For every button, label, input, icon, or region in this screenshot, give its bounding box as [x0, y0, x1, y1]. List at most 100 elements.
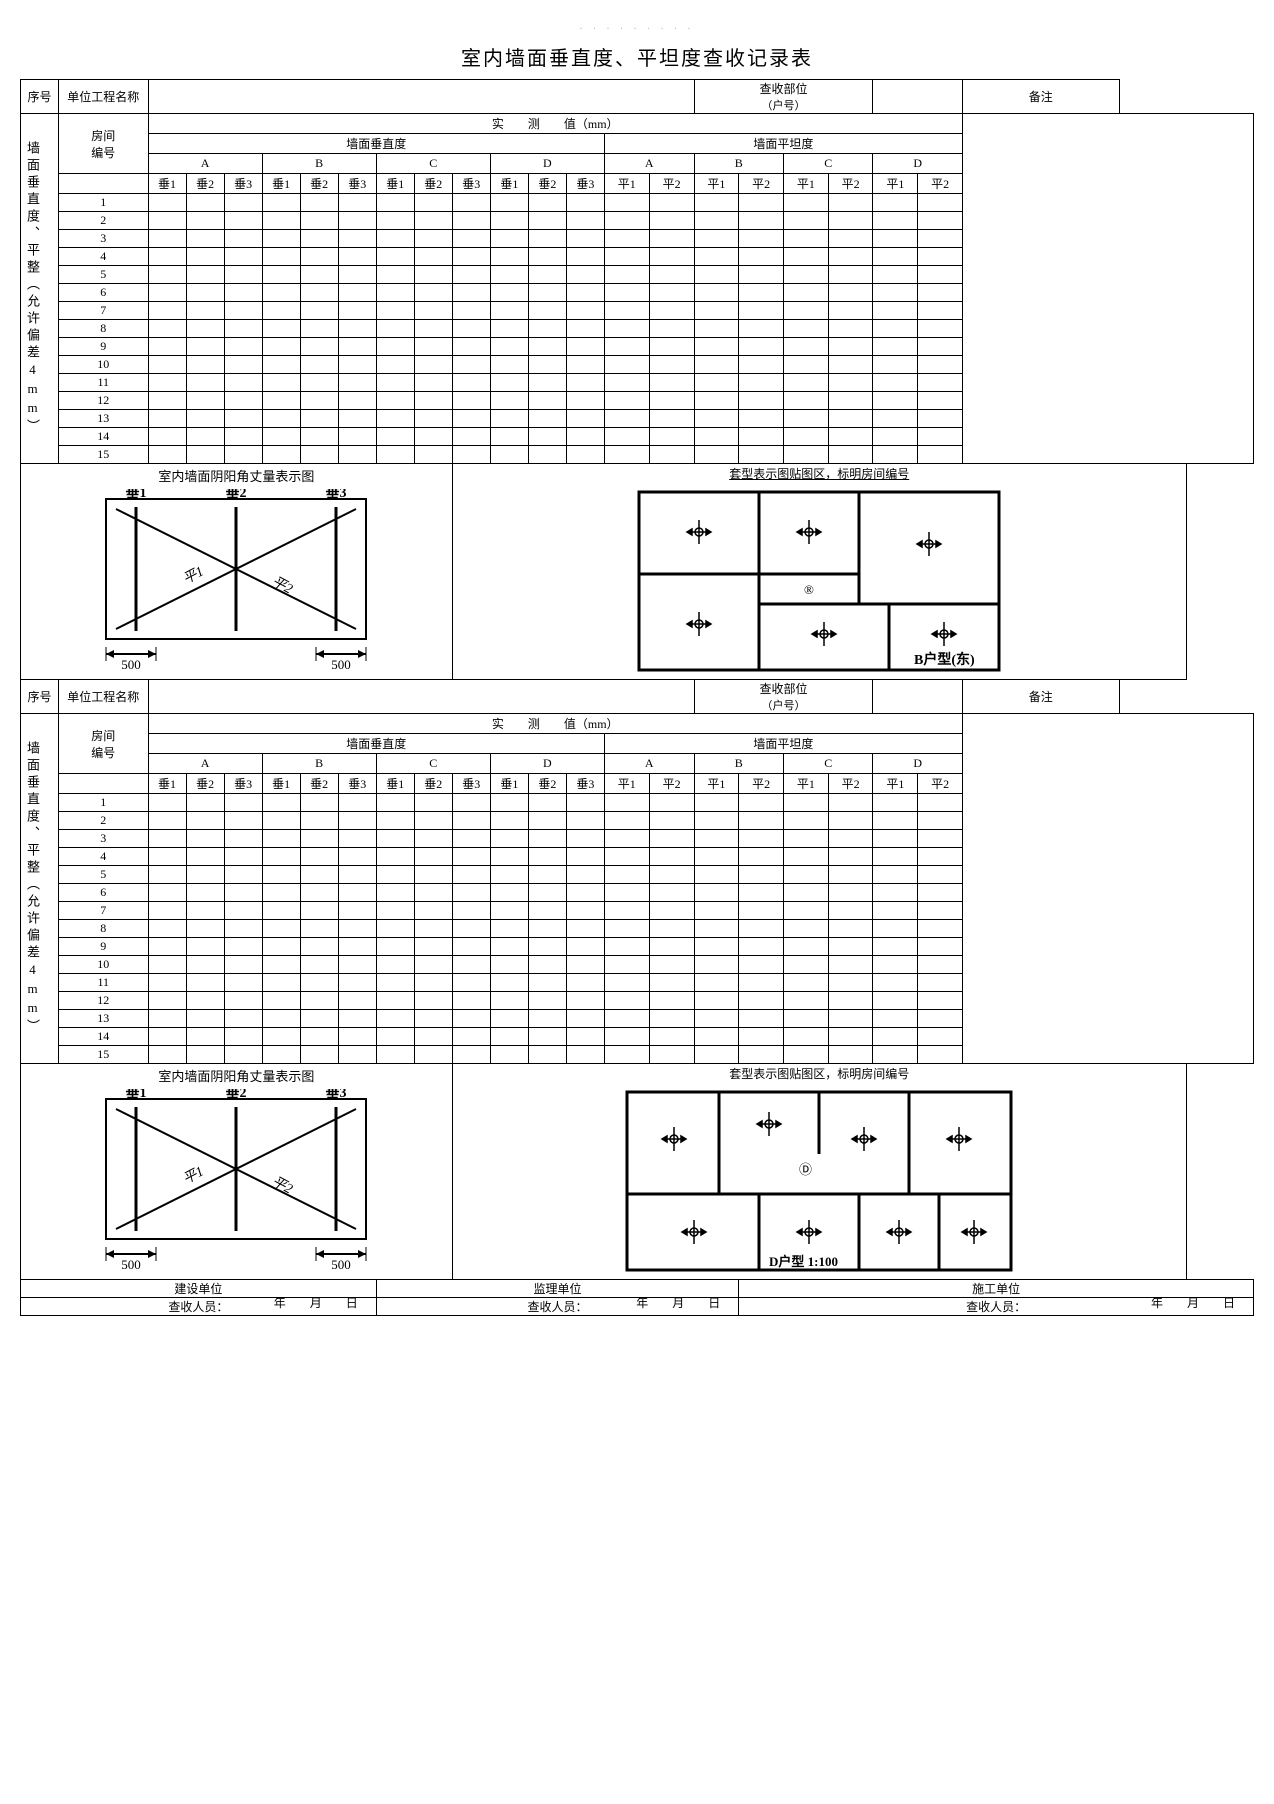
- hdr-project-val-2[interactable]: [148, 680, 694, 714]
- vert-title-2: 墙面垂直度: [148, 734, 604, 754]
- room-label: 房间 编号: [59, 114, 149, 174]
- vert-title: 墙面垂直度: [148, 134, 604, 154]
- sv: 垂2: [300, 174, 338, 194]
- grp: B: [262, 754, 376, 774]
- svg-text:垂1: 垂1: [126, 1089, 147, 1101]
- sv: 垂1: [148, 174, 186, 194]
- sv: 垂2: [414, 174, 452, 194]
- sv: 垂1: [490, 174, 528, 194]
- hdr-seq: 序号: [21, 80, 59, 114]
- grp: B: [694, 754, 783, 774]
- grp-vb: B: [262, 154, 376, 174]
- svg-text:平2: 平2: [270, 1174, 296, 1197]
- diagram-right-2: 套型表示图贴图区，标明房间编号 Ⓓ D户型 1:100: [452, 1064, 1186, 1280]
- floorplan-d-icon: Ⓓ D户型 1:100: [619, 1084, 1019, 1279]
- remark-area-1[interactable]: [962, 114, 1253, 464]
- svg-text:垂2: 垂2: [226, 489, 247, 501]
- sf: 平2: [828, 174, 873, 194]
- svg-text:500: 500: [332, 1257, 352, 1272]
- sv: 垂3: [338, 774, 376, 794]
- diagram-left-2: 室内墙面阴阳角丈量表示图 垂1 垂2 垂3 平1 平2 500 500: [21, 1064, 453, 1280]
- inspection-table: 序号 单位工程名称 查收部位 （户号） 备注 墙面垂直度、平整（允许偏差4mm）…: [20, 79, 1254, 1316]
- sv: 垂1: [376, 174, 414, 194]
- grp-va: A: [148, 154, 262, 174]
- grp-fa: A: [604, 154, 694, 174]
- svg-text:®: ®: [804, 582, 814, 597]
- side-label-2: 墙面垂直度、平整（允许偏差4mm）: [21, 714, 59, 1064]
- flat-title: 墙面平坦度: [604, 134, 962, 154]
- hdr-seq-2: 序号: [21, 680, 59, 714]
- hdr-remark: 备注: [962, 80, 1119, 114]
- grp-fb: B: [694, 154, 783, 174]
- sf: 平1: [694, 774, 739, 794]
- footer-supervisor: 监理单位: [376, 1280, 739, 1298]
- grp-fd: D: [873, 154, 962, 174]
- sf: 平2: [739, 774, 784, 794]
- sv: 垂3: [224, 174, 262, 194]
- sv: 垂2: [528, 174, 566, 194]
- sig-builder[interactable]: 查收人员： 年 月 日: [21, 1298, 377, 1316]
- subhdr-blank: [59, 174, 149, 194]
- grp: D: [490, 754, 604, 774]
- sv: 垂1: [148, 774, 186, 794]
- sv: 垂2: [300, 774, 338, 794]
- sv: 垂1: [376, 774, 414, 794]
- svg-text:平1: 平1: [181, 564, 207, 587]
- grp: D: [873, 754, 962, 774]
- sf: 平1: [783, 174, 828, 194]
- grp-fc: C: [783, 154, 872, 174]
- footer-builder: 建设单位: [21, 1280, 377, 1298]
- sf: 平1: [783, 774, 828, 794]
- sv: 垂3: [224, 774, 262, 794]
- sf: 平1: [694, 174, 739, 194]
- sv: 垂3: [566, 174, 604, 194]
- sv: 垂2: [414, 774, 452, 794]
- grp: C: [376, 754, 490, 774]
- sig-supervisor[interactable]: 查收人员： 年 月 日: [376, 1298, 739, 1316]
- sf: 平2: [918, 774, 963, 794]
- sf: 平2: [649, 174, 694, 194]
- hdr-checkunit-val-2[interactable]: [873, 680, 962, 714]
- footer-contractor: 施工单位: [739, 1280, 1254, 1298]
- sf: 平2: [649, 774, 694, 794]
- page-title: 室内墙面垂直度、平坦度查收记录表: [20, 42, 1254, 71]
- flat-title-2: 墙面平坦度: [604, 734, 962, 754]
- diagram-right-1: 套型表示图贴图区，标明房间编号 ® B户型(东): [452, 464, 1186, 680]
- sf: 平1: [604, 174, 649, 194]
- measure-diagram-icon: 垂1 垂2 垂3 平1 平2 500 500: [86, 1089, 386, 1279]
- sf: 平1: [873, 774, 918, 794]
- sv: 垂2: [528, 774, 566, 794]
- sv: 垂1: [262, 174, 300, 194]
- svg-text:500: 500: [122, 1257, 142, 1272]
- hdr-project-2: 单位工程名称: [59, 680, 149, 714]
- svg-text:垂2: 垂2: [226, 1089, 247, 1101]
- sv: 垂3: [452, 774, 490, 794]
- hdr-remark-2: 备注: [962, 680, 1119, 714]
- grp: C: [783, 754, 872, 774]
- svg-text:500: 500: [332, 657, 352, 672]
- hdr-checkunit: 查收部位 （户号）: [694, 80, 873, 114]
- sv: 垂2: [186, 174, 224, 194]
- remark-area-2[interactable]: [962, 714, 1253, 1064]
- hdr-project-val[interactable]: [148, 80, 694, 114]
- sig-contractor[interactable]: 查收人员： 年 月 日: [739, 1298, 1254, 1316]
- sv: 垂2: [186, 774, 224, 794]
- diagram-left-1: 室内墙面阴阳角丈量表示图 垂1 垂2 垂3 平1 平2 500 500: [21, 464, 453, 680]
- floorplan-b-icon: ® B户型(东): [629, 484, 1009, 679]
- sf: 平2: [828, 774, 873, 794]
- grp: A: [604, 754, 694, 774]
- svg-text:平2: 平2: [270, 574, 296, 597]
- sf: 平1: [604, 774, 649, 794]
- meas-title: 实 测 值（mm）: [148, 114, 962, 134]
- svg-text:B户型(东): B户型(东): [914, 651, 975, 668]
- hdr-project: 单位工程名称: [59, 80, 149, 114]
- meas-title-2: 实 测 值（mm）: [148, 714, 962, 734]
- sf: 平2: [918, 174, 963, 194]
- svg-text:垂3: 垂3: [326, 489, 347, 501]
- svg-text:D户型 1:100: D户型 1:100: [769, 1254, 838, 1269]
- grp-vd: D: [490, 154, 604, 174]
- hdr-checkunit-val[interactable]: [873, 80, 962, 114]
- svg-text:Ⓓ: Ⓓ: [799, 1162, 812, 1177]
- svg-text:平1: 平1: [181, 1164, 207, 1187]
- ghost-header: . . . . . . . . .: [20, 20, 1254, 32]
